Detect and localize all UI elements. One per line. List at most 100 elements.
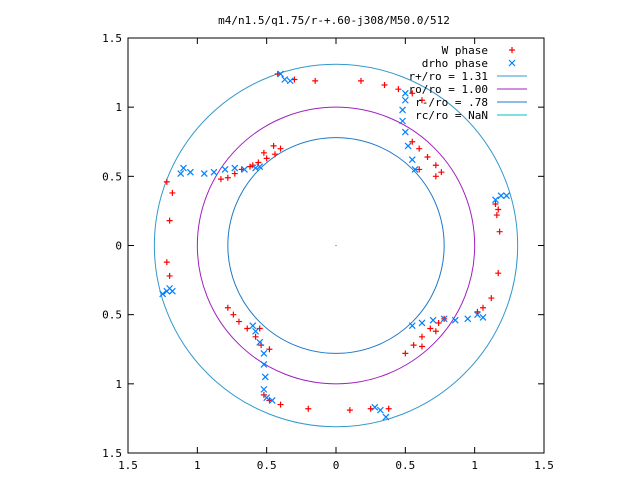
drho-phase-point (376, 406, 384, 414)
y-tick-label: 1 (115, 378, 122, 391)
w-phase-point (271, 151, 278, 158)
drho-phase-point (399, 106, 406, 114)
w-phase-point (277, 401, 284, 408)
drho-phase-point (268, 397, 276, 404)
w-phase-point (402, 350, 409, 357)
w-phase-point (346, 407, 353, 414)
drho-phase-point (451, 316, 459, 324)
drho-phase-point (408, 322, 416, 330)
w-phase-point (409, 138, 416, 145)
legend-plus-sample (509, 47, 515, 53)
drho-phase-point (252, 164, 259, 172)
legend-label: r-/ro = .78 (415, 96, 488, 109)
drho-phase-point (401, 96, 409, 104)
circle-0 (153, 63, 519, 428)
drho-phase-point (260, 349, 268, 357)
circle-1 (196, 106, 476, 385)
w-phase-point (410, 342, 417, 349)
axis-ticks: 1.5 1 0.5 0 0.5 1 1.51.510.500.511.5 (102, 32, 554, 472)
drho-phase-point (418, 319, 426, 327)
w-phase-point (277, 145, 284, 152)
drho-phase-point (256, 163, 264, 171)
w-phase-point (395, 86, 402, 93)
drho-phase-point (382, 413, 390, 421)
w-phase-point (305, 405, 312, 412)
legend-label: ro/ro = 1.00 (409, 83, 488, 96)
w-phase-point (166, 217, 173, 224)
w-phase-point (263, 155, 270, 162)
data-series (159, 70, 510, 421)
drho-phase-point (256, 338, 264, 346)
drho-phase-point (497, 192, 505, 200)
legend-label: W phase (442, 44, 488, 57)
w-phase-point (416, 166, 423, 173)
legend-label: drho phase (422, 57, 488, 70)
w-phase-point (496, 228, 503, 235)
drho-phase-point (399, 117, 406, 125)
w-phase-point (479, 304, 486, 311)
drho-phase-point (260, 361, 268, 368)
w-phase-point (424, 153, 431, 160)
drho-phase-point (281, 76, 289, 83)
w-phase-point (312, 77, 319, 84)
w-phase-point (260, 149, 267, 156)
w-phase-point (244, 325, 251, 332)
w-phase-point (435, 319, 442, 326)
x-tick-label: 1.5 (118, 459, 138, 472)
drho-phase-point (371, 403, 379, 411)
drho-phase-point (249, 322, 257, 330)
drho-phase-point (479, 314, 487, 321)
drho-phase-point (474, 311, 481, 319)
w-phase-point (163, 178, 170, 185)
y-tick-label: 1.5 (102, 447, 122, 460)
drho-phase-point (429, 316, 437, 324)
drho-phase-point (210, 168, 218, 176)
drho-phase-point (252, 327, 259, 335)
w-phase-point (224, 174, 231, 181)
w-phase-point (357, 77, 364, 84)
w-phase-point (270, 142, 277, 149)
drho-phase-point (440, 315, 448, 323)
w-phase-point (409, 90, 416, 97)
drho-phase-point (159, 290, 167, 298)
drho-phase-point (241, 165, 248, 173)
w-phase-point (252, 333, 259, 340)
drho-phase-point (200, 170, 208, 177)
y-tick-label: 0.5 (102, 309, 122, 322)
drho-phase-point (492, 196, 499, 204)
w-phase-point (492, 201, 499, 207)
w-phase-point (418, 333, 425, 340)
w-phase-point (381, 82, 388, 89)
w-phase-point (488, 295, 495, 302)
w-phase-point (266, 346, 273, 353)
w-phase-point (427, 325, 434, 332)
drho-phase-point (168, 287, 176, 295)
drho-phase-point (401, 128, 409, 136)
drho-phase-point (186, 168, 194, 176)
drho-phase-point (464, 315, 472, 323)
drho-phase-point (277, 70, 284, 78)
series-0 (163, 70, 503, 414)
w-phase-point (230, 311, 237, 318)
drho-phase-point (231, 164, 239, 172)
drho-phase-point (411, 165, 419, 173)
legend-cross-sample (508, 59, 516, 67)
reference-circles (153, 63, 519, 428)
w-phase-point (385, 405, 392, 412)
w-phase-point (432, 328, 439, 335)
x-tick-label: 1 (471, 459, 478, 472)
w-phase-point (163, 259, 170, 266)
drho-phase-point (260, 385, 268, 393)
w-phase-point (495, 206, 502, 213)
legend-label: r+/ro = 1.31 (409, 70, 488, 83)
origin-dot (335, 244, 337, 247)
w-phase-point (418, 97, 425, 104)
drho-phase-point (180, 164, 187, 172)
circle-2 (227, 137, 445, 354)
w-phase-point (438, 169, 445, 176)
w-phase-point (432, 162, 439, 169)
drho-phase-point (404, 142, 412, 150)
y-tick-label: 0.5 (102, 170, 122, 183)
w-phase-point (235, 318, 242, 325)
